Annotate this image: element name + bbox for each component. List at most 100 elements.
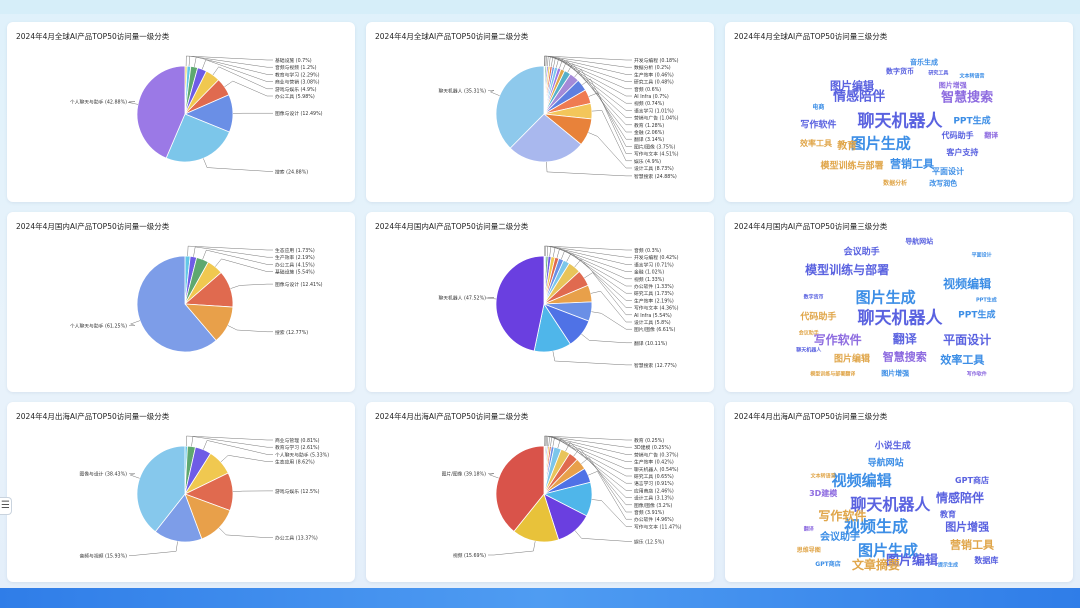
leader-line [548, 435, 632, 470]
slice-label: 语言学习 (0.91%) [634, 480, 674, 487]
pie-slice [154, 493, 203, 543]
word-cloud-term: 图片编辑 [833, 354, 871, 365]
leader-line [544, 245, 632, 257]
word-cloud-term: 智慧搜索 [941, 90, 994, 106]
word-cloud-term: 平面设计 [971, 252, 992, 259]
slice-label: 应用商店 (2.46%) [634, 487, 674, 494]
slice-label: 翻译 (10.11%) [634, 340, 667, 347]
word-cloud-term: 数字货币 [803, 294, 824, 301]
slice-label: 聊天机器人 (35.31%) [438, 87, 486, 94]
slice-label: 音频与视频 (1.2%) [275, 64, 317, 71]
word-cloud-term: 数据分析 [883, 179, 908, 187]
leader-line [546, 161, 632, 177]
pie-slice [513, 493, 560, 543]
leader-line [584, 272, 632, 316]
leader-line [129, 473, 140, 479]
word-cloud: 聊天机器人 视频生成 视频编辑 图片生成 图片编辑 写作软件 情感陪伴 文章摘要 图片增强 营销工… [725, 402, 1073, 582]
slice-label: 音频 (3.91%) [634, 509, 664, 516]
word-cloud-term: 思维导图 [796, 547, 821, 554]
slice-label: 视频 (15.69%) [453, 552, 486, 559]
leader-line [556, 247, 632, 287]
slice-label: 娱乐 (4.9%) [634, 158, 661, 165]
slice-label: 研究工具 (1.73%) [634, 290, 674, 297]
leader-line [552, 436, 632, 484]
leader-line [565, 441, 632, 498]
leader-line [232, 490, 273, 492]
slice-label: AI Infra (5.54%) [634, 313, 672, 319]
slice-label: 个人聊天与助手 (42.88%) [70, 99, 127, 106]
leader-line [544, 55, 632, 66]
leader-line [220, 455, 273, 463]
side-menu-toggle[interactable]: ☰ [0, 497, 12, 515]
leader-line [186, 435, 273, 447]
slice-label: 图像与设计 (12.49%) [275, 110, 323, 117]
leader-line [591, 311, 632, 330]
word-cloud-term: 情感陪伴 [935, 490, 985, 505]
slice-label: 搜索 (24.88%) [275, 168, 308, 175]
pie-chart: 教育 (0.25%)3D建模 (0.25%)营销与广告 (0.37%)生产效率 … [442, 435, 682, 559]
slice-label: 音频与视频 (15.93%) [79, 552, 127, 559]
slice-label: 金融 (2.06%) [634, 129, 664, 136]
word-cloud-term: 聊天机器人 [857, 308, 943, 329]
word-cloud-term: 会议助手 [843, 247, 880, 258]
word-cloud-term: 图片增强 [881, 369, 910, 378]
slice-label: 办公软件 (1.33%) [634, 283, 674, 290]
leader-line [591, 499, 632, 527]
leader-line [194, 56, 273, 75]
leader-line [544, 435, 632, 448]
slice-label: 基础设施 (0.7%) [275, 57, 312, 64]
slice-label: 办公软件 (4.96%) [634, 516, 674, 523]
word-cloud-term: 智慧搜索 [882, 350, 927, 364]
pie-slice [165, 113, 230, 163]
word-cloud-term: 模型训练与部署翻译 [810, 371, 856, 378]
chart-title: 2024年4月出海AI产品TOP50访问量三级分类 [734, 412, 888, 421]
chart-panel-overseas-level3: 2024年4月出海AI产品TOP50访问量三级分类 聊天机器人 视频生成 视频编辑图… [725, 402, 1073, 582]
leader-line [552, 246, 632, 280]
slice-label: 语言学习 (1.01%) [634, 107, 674, 114]
slice-label: 娱乐 (12.5%) [634, 538, 664, 545]
slice-label: 聊天机器人 (47.52%) [438, 295, 486, 302]
word-cloud-term: 音乐生成 [910, 58, 938, 67]
slice-label: 生产效率 (2.19%) [275, 254, 315, 261]
chart-title: 2024年4月全球AI产品TOP50访问量一级分类 [16, 32, 170, 41]
word-cloud-term: 视频生成 [843, 517, 909, 537]
slice-label: 设计工具 (5.8%) [634, 319, 671, 326]
leader-line [544, 55, 632, 68]
word-cloud-term: 翻译 [803, 526, 814, 533]
leader-line [588, 132, 632, 169]
word-cloud: 聊天机器人 图片生成 模型训练与部署 视频编辑 写作软件 翻译 平面设计 智慧搜索 效率工具 会议… [725, 212, 1073, 392]
word-cloud-term: 视频编辑 [831, 471, 892, 490]
leader-line [548, 55, 632, 90]
slice-label: 3D建模 (0.25%) [634, 444, 671, 451]
slice-label: 图像与设计 (38.43%) [79, 471, 127, 478]
word-cloud-term: 图片生成 [855, 288, 916, 307]
word-cloud-term: 聊天机器人 [850, 494, 931, 514]
leader-line [203, 440, 273, 455]
leader-line [215, 258, 273, 272]
slice-label: 图像/图像 (3.2%) [634, 502, 672, 509]
slice-label: 生产效率 (0.46%) [634, 71, 674, 78]
word-cloud-term: 图片增强 [938, 81, 967, 90]
leader-line [488, 90, 500, 96]
slice-label: 研究工具 (0.65%) [634, 473, 674, 480]
leader-line [486, 297, 497, 300]
slice-label: 办公工具 (4.15%) [275, 261, 315, 268]
leader-line [547, 55, 632, 82]
pie-chart: 生态应用 (1.73%)生产效率 (2.19%)办公工具 (4.15%)基础设施… [70, 245, 323, 353]
word-cloud-term: 模型训练与部署 [805, 263, 890, 277]
slice-label: 营销与广告 (0.37%) [634, 451, 679, 458]
slice-label: 图片/图像 (3.75%) [634, 143, 675, 150]
word-cloud-term: 文本转语音 [810, 473, 836, 480]
slice-label: 写作与文本 (4.36%) [634, 305, 679, 312]
slice-label: 视频 (1.33%) [634, 276, 664, 283]
leader-line [193, 246, 273, 258]
word-cloud-term: 平面设计 [932, 167, 964, 177]
slice-label: 游戏与娱乐 (12.5%) [275, 488, 320, 495]
leader-line [191, 436, 273, 448]
chart-panel-overseas-level2: 2024年4月出海AI产品TOP50访问量二级分类 教育 (0.25%) 3D建模… [366, 402, 714, 582]
word-cloud-term: 改写润色 [929, 179, 958, 188]
word-cloud-term: 教育 [940, 509, 956, 519]
leader-line [129, 320, 141, 326]
chart-title: 2024年4月全球AI产品TOP50访问量三级分类 [734, 32, 888, 41]
slice-label: 教育与学习 (2.29%) [275, 71, 320, 78]
